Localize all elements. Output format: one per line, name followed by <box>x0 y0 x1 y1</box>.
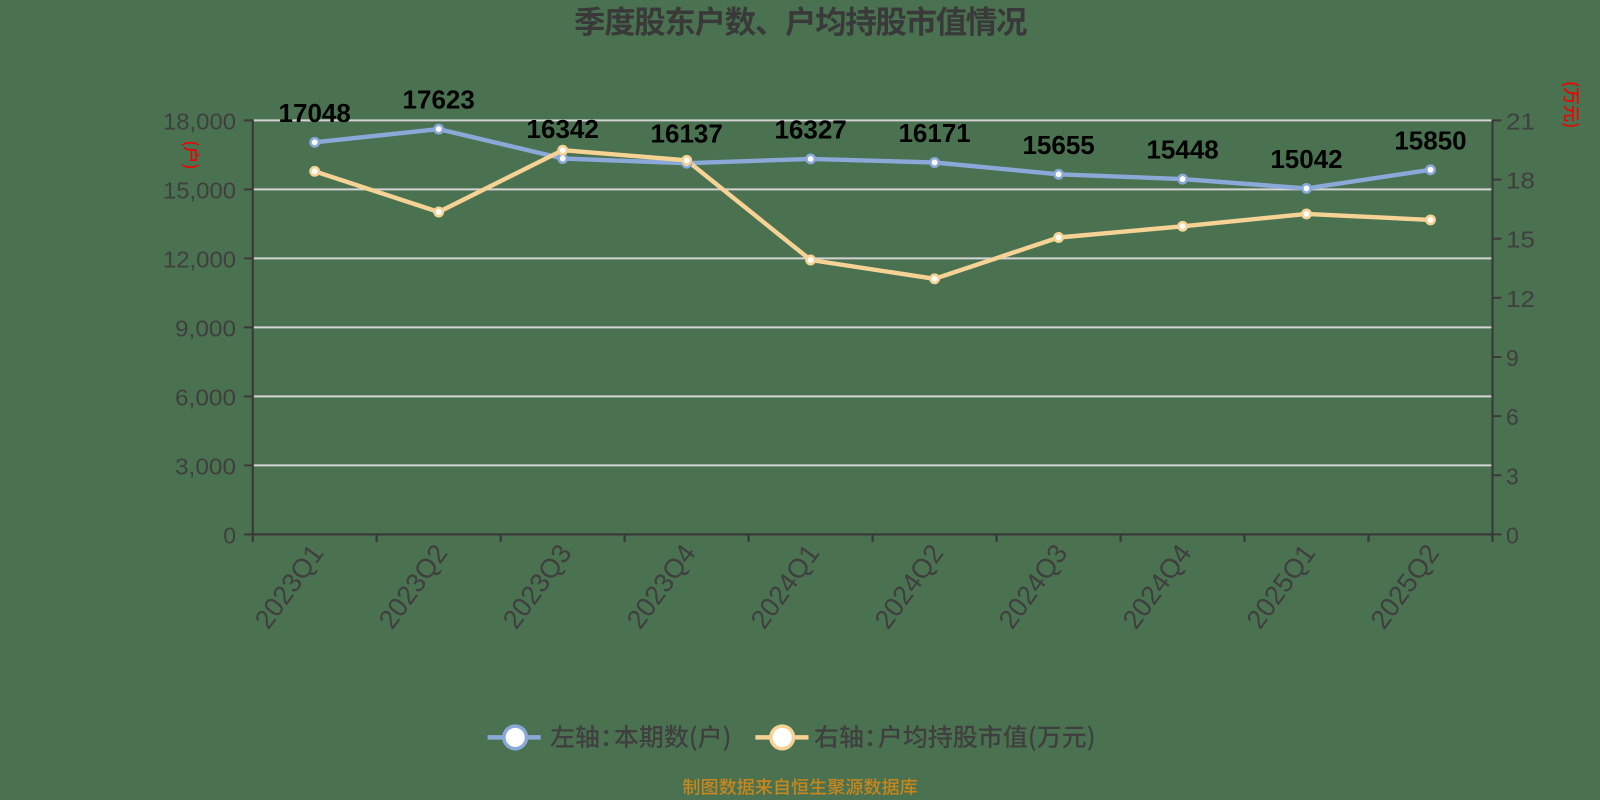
svg-text:15655: 15655 <box>1022 130 1094 160</box>
svg-text:15042: 15042 <box>1270 144 1342 174</box>
svg-text:3: 3 <box>1506 463 1519 489</box>
svg-text:0: 0 <box>1506 522 1519 548</box>
svg-text:18: 18 <box>1506 168 1535 194</box>
svg-text:18,000: 18,000 <box>163 108 236 134</box>
svg-text:16342: 16342 <box>527 114 599 144</box>
svg-text:16137: 16137 <box>651 119 723 149</box>
svg-text:21: 21 <box>1506 108 1535 134</box>
svg-text:16327: 16327 <box>774 114 846 144</box>
svg-text:9: 9 <box>1506 345 1519 371</box>
svg-text:15: 15 <box>1506 227 1535 253</box>
svg-text:17623: 17623 <box>403 85 475 115</box>
svg-text:15850: 15850 <box>1394 125 1466 155</box>
svg-text:6,000: 6,000 <box>175 384 236 410</box>
svg-text:9,000: 9,000 <box>175 315 236 341</box>
svg-text:0: 0 <box>223 522 236 548</box>
svg-text:12: 12 <box>1506 286 1535 312</box>
svg-text:16171: 16171 <box>898 118 970 148</box>
svg-text:3,000: 3,000 <box>175 453 236 479</box>
svg-text:15448: 15448 <box>1146 135 1218 165</box>
svg-text:6: 6 <box>1506 404 1519 430</box>
svg-text:12,000: 12,000 <box>163 246 236 272</box>
svg-text:15,000: 15,000 <box>163 177 236 203</box>
svg-text:17048: 17048 <box>279 98 351 128</box>
